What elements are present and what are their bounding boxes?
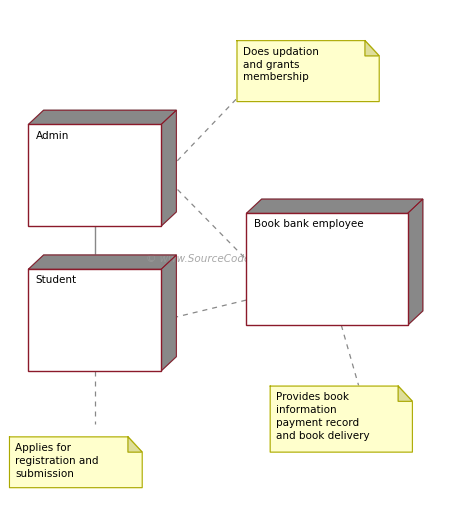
Polygon shape xyxy=(365,41,379,56)
FancyBboxPatch shape xyxy=(28,269,161,371)
FancyBboxPatch shape xyxy=(246,213,408,325)
Polygon shape xyxy=(161,255,176,371)
Text: Student: Student xyxy=(36,275,77,285)
Polygon shape xyxy=(408,199,423,325)
Polygon shape xyxy=(28,255,176,269)
Polygon shape xyxy=(237,41,379,102)
Polygon shape xyxy=(28,110,176,124)
Polygon shape xyxy=(161,110,176,226)
Polygon shape xyxy=(398,386,412,401)
Text: Book bank employee: Book bank employee xyxy=(254,219,363,230)
Text: Provides book
information
payment record
and book delivery: Provides book information payment record… xyxy=(276,392,370,440)
Text: Applies for
registration and
submission: Applies for registration and submission xyxy=(15,443,99,479)
FancyBboxPatch shape xyxy=(28,124,161,226)
Text: Admin: Admin xyxy=(36,131,69,141)
Polygon shape xyxy=(246,199,423,213)
Polygon shape xyxy=(270,386,412,452)
Polygon shape xyxy=(128,437,142,452)
Polygon shape xyxy=(9,437,142,488)
Text: © www.SourceCodeSolutions.co.cc: © www.SourceCodeSolutions.co.cc xyxy=(146,254,328,264)
Text: Does updation
and grants
membership: Does updation and grants membership xyxy=(243,47,319,82)
